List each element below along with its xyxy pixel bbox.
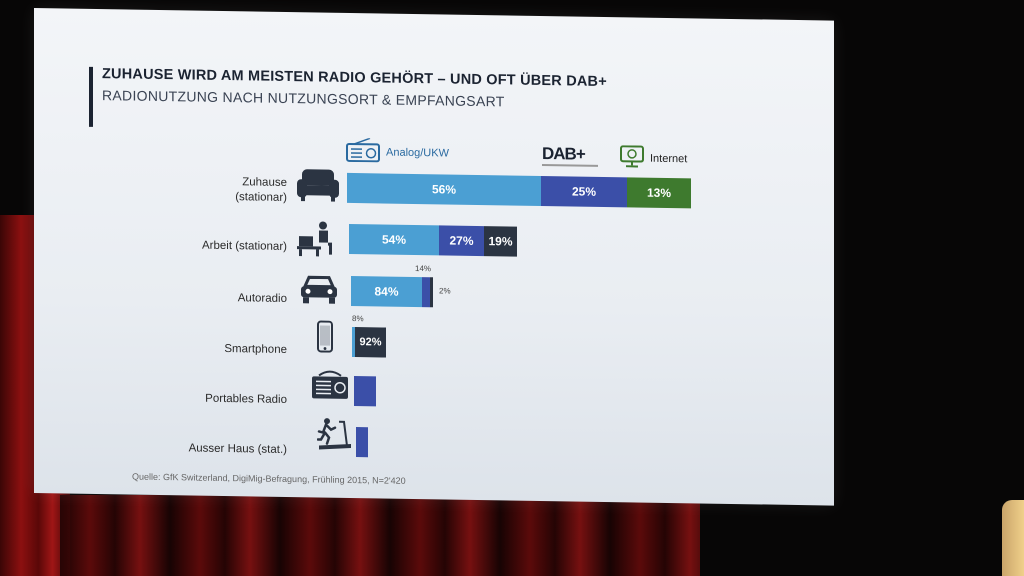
slide-title: ZUHAUSE WIRD AM MEISTEN RADIO GEHÖRT – U… — [102, 66, 607, 90]
bar-autoradio-dab-ext-label: 14% — [415, 263, 432, 274]
radio-icon — [346, 137, 380, 166]
bar-arbeit-analog: 54% — [349, 223, 439, 256]
category-label-portables-radio: Portables Radio — [205, 392, 287, 406]
legend-dab: DAB+ — [542, 144, 600, 173]
bar-autoradio-analog: 84% — [351, 275, 422, 308]
portable-radio-icon — [311, 367, 349, 405]
category-label-autoradio: Autoradio — [237, 292, 287, 305]
bar-zuhause-dab: 25% — [541, 175, 627, 208]
bar-label: 25% — [571, 184, 597, 199]
bar-autoradio-dab — [422, 277, 430, 308]
bar-smartphone-internet: 92% — [355, 327, 386, 358]
bar-label: 54% — [381, 232, 407, 247]
slide-subtitle: RADIONUTZUNG NACH NUTZUNGSORT & EMPFANGS… — [102, 87, 505, 110]
car-icon — [299, 274, 339, 310]
dab-logo-icon: DAB+ — [542, 144, 600, 173]
bar-zuhause-internet: 13% — [627, 177, 691, 209]
category-label-smartphone: Smartphone — [224, 342, 287, 356]
office-worker-icon — [297, 220, 339, 262]
bar-label: 92% — [359, 336, 382, 349]
monitor-icon — [620, 145, 644, 170]
bar-label: 13% — [646, 185, 672, 201]
bar-smartphone-analog-ext-label: 8% — [352, 313, 364, 324]
bar-zuhause-analog: 56% — [347, 172, 541, 206]
bar-arbeit-dab: 27% — [439, 225, 484, 257]
sofa-icon — [297, 167, 339, 207]
category-label-ausser-haus: Ausser Haus (stat.) — [188, 442, 287, 456]
category-label-zuhause: Zuhause (stationar) — [235, 176, 287, 204]
audience-person — [1002, 500, 1024, 576]
legend-internet: Internet — [620, 145, 687, 171]
treadmill-runner-icon — [316, 417, 353, 455]
stage-curtain-bottom — [60, 495, 700, 576]
bar-label: 84% — [374, 284, 399, 299]
projection-screen: ZUHAUSE WIRD AM MEISTEN RADIO GEHÖRT – U… — [34, 8, 834, 506]
bar-label: 19% — [488, 234, 513, 249]
bar-arbeit-internet: 19% — [484, 226, 517, 257]
bar-autoradio-internet-ext-label: 2% — [439, 286, 451, 296]
bar-portables-radio — [354, 376, 376, 407]
bar-label: 56% — [431, 182, 457, 197]
smartphone-icon — [317, 320, 333, 357]
legend-internet-label: Internet — [650, 152, 688, 165]
source-note: Quelle: GfK Switzerland, DigiMig-Befragu… — [132, 471, 406, 486]
legend-analog: Analog/UKW — [346, 137, 449, 167]
legend-analog-label: Analog/UKW — [386, 146, 449, 160]
bar-ausser-haus — [356, 427, 368, 458]
bar-autoradio-internet — [430, 277, 433, 308]
title-accent-bar — [89, 66, 93, 127]
category-label-arbeit: Arbeit (stationar) — [201, 239, 287, 253]
bar-label: 27% — [449, 233, 474, 248]
